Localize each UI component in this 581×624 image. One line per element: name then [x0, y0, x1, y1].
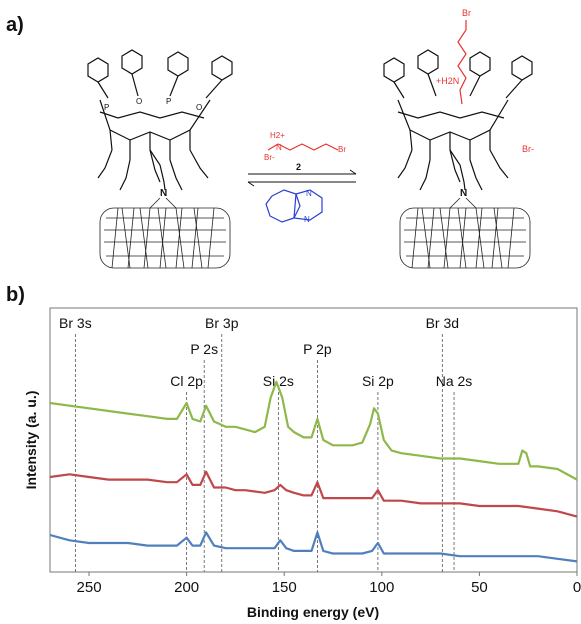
left-atom-label: O: [196, 103, 202, 112]
left-atom-label: O: [136, 97, 142, 106]
right-bromide-label: Br-: [522, 144, 534, 154]
x-tick-label: 200: [174, 579, 199, 596]
x-axis-ticks: 250 200 150 100 50 0: [77, 572, 581, 596]
reagent-number: 2: [296, 162, 301, 172]
spectrum-line: [49, 380, 578, 481]
right-ammonium-label: +H2N: [436, 76, 459, 86]
x-tick-label: 250: [77, 579, 102, 596]
spectra: [49, 380, 578, 563]
right-calixarene: [383, 49, 533, 191]
plot-frame: [49, 307, 578, 573]
spectrum-line: [49, 531, 578, 563]
peak-label: Si 2s: [263, 373, 294, 389]
reagent-structure: H2+ N Br- Br: [264, 131, 346, 162]
x-tick-label: 150: [272, 579, 297, 596]
spectrum-line: [49, 470, 578, 518]
left-atom-label: P: [104, 103, 109, 112]
right-bromine-label: Br: [462, 8, 471, 18]
peak-label: Si 2p: [362, 373, 394, 389]
right-atom-labels: Br +H2N Br- N: [436, 8, 534, 199]
catalyst-nitrogen-label: N: [306, 189, 312, 198]
reagent-bromide-label: Br-: [264, 153, 275, 162]
catalyst-structure: [265, 189, 323, 223]
reaction-scheme: P O P O N Br +H2N Br- N: [87, 8, 534, 269]
x-tick-label: 100: [369, 579, 394, 596]
x-axis-title: Binding energy (eV): [247, 604, 379, 620]
panel-b-label: b): [6, 284, 25, 306]
peak-label: Br 3p: [205, 315, 239, 331]
left-atom-labels: P O P O N: [104, 97, 202, 199]
reagent-nitrogen-label: N: [276, 143, 282, 152]
reagent-bromine-label: Br: [338, 145, 346, 154]
left-calixarene: [87, 49, 233, 191]
left-nitrogen-label: N: [160, 188, 167, 199]
panel-a-label: a): [6, 14, 24, 36]
equilibrium-arrows: [247, 169, 357, 187]
peak-label: Cl 2p: [170, 373, 203, 389]
reagent-ammonium-label: H2+: [270, 131, 285, 140]
peak-label: P 2p: [303, 341, 332, 357]
left-nanotube: [99, 197, 231, 269]
peak-label: Br 3s: [59, 315, 92, 331]
y-axis-title: Intensity (a. u.): [23, 391, 39, 490]
right-pendant-chain: [457, 20, 467, 105]
reference-lines: Br 3s Br 3p P 2s Cl 2p Si 2s P 2p Si 2p Br 3d Na…: [59, 315, 472, 572]
right-nitrogen-label: N: [460, 188, 467, 199]
x-tick-label: 0: [573, 579, 581, 596]
peak-label: P 2s: [190, 341, 218, 357]
right-nanotube: [399, 197, 531, 269]
peak-label: Na 2s: [436, 373, 473, 389]
catalyst-nitrogen-label: N: [304, 215, 310, 224]
x-tick-label: 50: [471, 579, 488, 596]
left-atom-label: P: [166, 97, 171, 106]
peak-label: Br 3d: [426, 315, 459, 331]
